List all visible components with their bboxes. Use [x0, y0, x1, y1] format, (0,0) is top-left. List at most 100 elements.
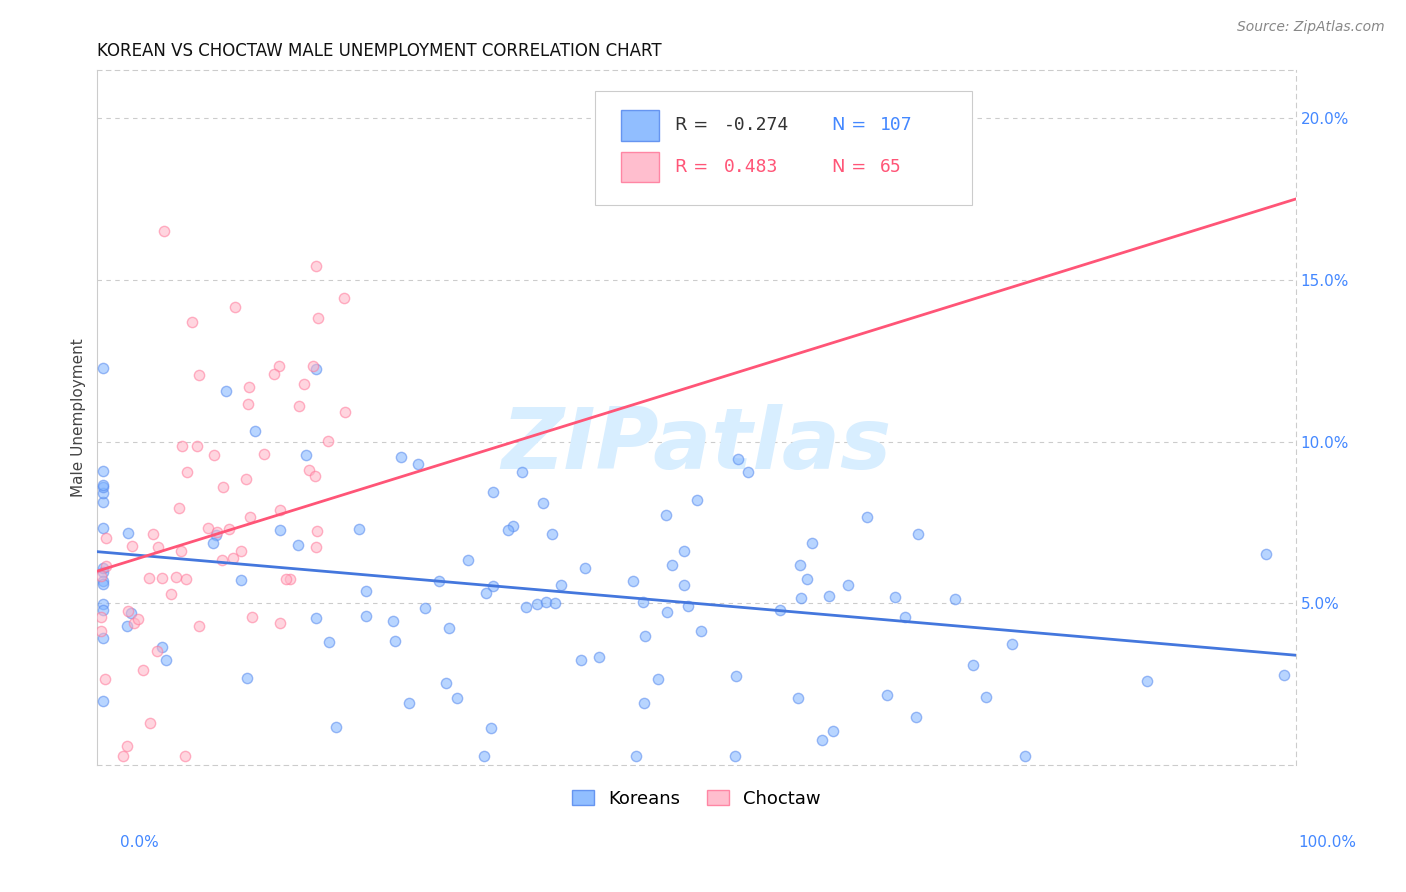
- Point: [907, 527, 929, 541]
- Point: [212, 480, 235, 494]
- Text: R =: R =: [675, 158, 714, 176]
- Point: [224, 300, 246, 314]
- Point: [205, 528, 228, 542]
- Point: [93, 361, 115, 376]
- Point: [796, 572, 818, 586]
- Point: [474, 585, 496, 599]
- Legend: Koreans, Choctaw: Koreans, Choctaw: [565, 783, 828, 815]
- Point: [93, 632, 115, 646]
- Point: [588, 650, 610, 665]
- Text: KOREAN VS CHOCTAW MALE UNEMPLOYMENT CORRELATION CHART: KOREAN VS CHOCTAW MALE UNEMPLOYMENT CORR…: [97, 42, 662, 60]
- Point: [94, 673, 117, 687]
- Point: [673, 544, 696, 558]
- Point: [482, 579, 505, 593]
- Text: N =: N =: [832, 158, 872, 176]
- Point: [122, 615, 145, 630]
- Point: [120, 606, 142, 620]
- Point: [676, 599, 699, 613]
- Point: [818, 589, 841, 603]
- Point: [111, 748, 134, 763]
- Point: [240, 609, 263, 624]
- Point: [810, 732, 832, 747]
- Point: [481, 484, 503, 499]
- Point: [304, 259, 326, 273]
- Point: [202, 536, 225, 550]
- Point: [298, 462, 321, 476]
- Point: [153, 224, 176, 238]
- Point: [434, 676, 457, 690]
- Point: [305, 540, 328, 554]
- Point: [236, 671, 259, 685]
- Y-axis label: Male Unemployment: Male Unemployment: [72, 338, 86, 497]
- Point: [626, 748, 648, 763]
- Point: [446, 691, 468, 706]
- Point: [176, 465, 198, 479]
- Point: [962, 657, 984, 672]
- Point: [631, 595, 654, 609]
- Text: N =: N =: [832, 116, 872, 135]
- Point: [187, 368, 209, 383]
- Point: [93, 486, 115, 500]
- Point: [235, 472, 257, 486]
- Point: [574, 560, 596, 574]
- Point: [302, 359, 325, 373]
- Point: [837, 578, 859, 592]
- Point: [790, 591, 813, 606]
- Point: [94, 559, 117, 574]
- Point: [673, 578, 696, 592]
- Point: [243, 424, 266, 438]
- Point: [305, 524, 328, 538]
- Point: [90, 624, 112, 638]
- Point: [93, 577, 115, 591]
- Point: [690, 624, 713, 638]
- Point: [115, 739, 138, 754]
- Point: [737, 465, 759, 479]
- Point: [202, 448, 225, 462]
- Point: [215, 384, 238, 399]
- Point: [263, 368, 285, 382]
- Point: [304, 362, 326, 376]
- Point: [533, 496, 555, 510]
- Text: ZIPatlas: ZIPatlas: [502, 404, 891, 487]
- Point: [148, 540, 170, 554]
- Point: [472, 748, 495, 763]
- Point: [893, 609, 915, 624]
- Point: [169, 544, 191, 558]
- Point: [274, 573, 297, 587]
- Point: [876, 688, 898, 702]
- Point: [93, 480, 115, 494]
- Point: [93, 464, 115, 478]
- Point: [534, 595, 557, 609]
- Point: [93, 560, 115, 574]
- Point: [1014, 748, 1036, 763]
- Point: [661, 558, 683, 572]
- Point: [727, 452, 749, 467]
- Point: [316, 434, 339, 448]
- Point: [222, 551, 245, 566]
- Point: [904, 710, 927, 724]
- Point: [231, 544, 253, 558]
- Text: 65: 65: [880, 158, 901, 176]
- Point: [543, 597, 565, 611]
- Point: [332, 292, 354, 306]
- Point: [408, 457, 430, 471]
- Point: [621, 574, 644, 589]
- Point: [236, 396, 259, 410]
- Point: [278, 572, 301, 586]
- Point: [413, 601, 436, 615]
- Text: -0.274: -0.274: [724, 116, 789, 135]
- Point: [93, 477, 115, 491]
- Text: 100.0%: 100.0%: [1299, 836, 1357, 850]
- Point: [655, 508, 678, 522]
- Point: [655, 605, 678, 619]
- Point: [382, 614, 405, 628]
- Point: [90, 568, 112, 582]
- Point: [883, 590, 905, 604]
- Point: [90, 610, 112, 624]
- Point: [252, 447, 274, 461]
- Point: [318, 635, 340, 649]
- Point: [295, 448, 318, 462]
- Point: [159, 587, 181, 601]
- Point: [93, 521, 115, 535]
- Point: [132, 664, 155, 678]
